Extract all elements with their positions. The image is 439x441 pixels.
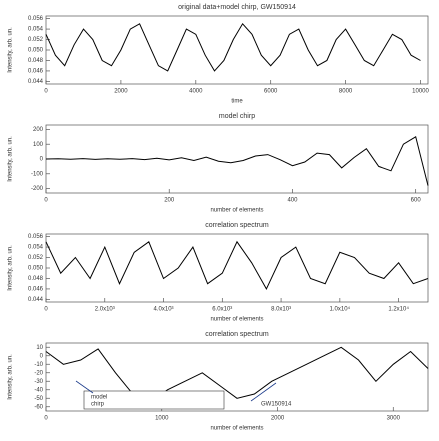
- annotation: chirp: [91, 402, 105, 408]
- panel-title: original data+model chirp, GW150914: [178, 4, 296, 11]
- y-tick-label: 0.048: [28, 58, 44, 64]
- x-tick-label: 4000: [189, 89, 203, 95]
- x-tick-label: 8.0x10³: [271, 307, 291, 313]
- y-tick-label: 200: [33, 127, 44, 133]
- y-tick-label: 100: [33, 142, 44, 148]
- panel-title: model chirp: [219, 113, 255, 120]
- y-tick-label: -200: [31, 186, 44, 192]
- panel-title: correlation spectrum: [205, 222, 269, 229]
- x-tick-label: 1.0x10⁴: [330, 306, 351, 313]
- x-tick-label: 2.0x10³: [95, 307, 115, 313]
- x-tick-label: 400: [287, 198, 298, 204]
- x-tick-label: 600: [411, 198, 422, 204]
- y-tick-label: 0.052: [28, 37, 44, 43]
- x-tick-label: 0: [44, 198, 48, 204]
- data-line: [45, 346, 429, 404]
- y-axis-label: Intensity, arb. un.: [8, 27, 14, 73]
- x-tick-label: 200: [164, 198, 175, 204]
- y-tick-label: -40: [34, 387, 43, 393]
- x-tick-label: 2000: [114, 89, 128, 95]
- y-tick-label: 0.050: [28, 48, 44, 54]
- y-tick-label: 0.052: [28, 255, 44, 261]
- plot-frame: [45, 342, 429, 412]
- y-tick-label: 0.054: [28, 245, 44, 251]
- annotation-box: [83, 390, 225, 410]
- y-axis-label: Intensity, arb. un.: [8, 354, 14, 400]
- x-tick-label: 10000: [412, 89, 429, 95]
- y-tick-label: 0.046: [28, 287, 44, 293]
- y-tick-label: -20: [34, 370, 43, 376]
- y-tick-label: -60: [34, 404, 43, 410]
- y-tick-label: 0: [40, 157, 44, 163]
- y-tick-label: -30: [34, 379, 43, 385]
- y-tick-label: 0: [40, 353, 44, 359]
- x-tick-label: 6000: [264, 89, 278, 95]
- x-tick-label: 4.0x10³: [154, 307, 174, 313]
- data-line: [45, 240, 429, 290]
- x-tick-label: 3000: [387, 416, 401, 422]
- annotation: model: [91, 395, 107, 401]
- y-tick-label: 0.056: [28, 16, 44, 22]
- y-tick-label: 0.056: [28, 234, 44, 240]
- x-tick-label: 2000: [271, 416, 285, 422]
- x-tick-label: 0: [44, 89, 48, 95]
- y-tick-label: 0.050: [28, 266, 44, 272]
- y-tick-label: 0.048: [28, 276, 44, 282]
- y-tick-label: 0.046: [28, 69, 44, 75]
- y-tick-label: 10: [36, 345, 43, 351]
- x-axis-label: number of elements: [210, 317, 263, 323]
- annotation-arrow: [75, 380, 94, 394]
- plot-frame: [45, 233, 429, 303]
- plot-frame: [45, 15, 429, 85]
- x-axis-label: number of elements: [210, 426, 263, 432]
- y-tick-label: 0.044: [28, 297, 44, 303]
- x-tick-label: 1.2x10⁴: [388, 306, 409, 313]
- y-axis-label: Intensity, arb. un.: [8, 245, 14, 291]
- x-axis-label: time: [231, 99, 243, 105]
- x-tick-label: 8000: [339, 89, 353, 95]
- y-tick-label: -50: [34, 396, 43, 402]
- x-tick-label: 1000: [155, 416, 169, 422]
- x-tick-label: 0: [44, 307, 48, 313]
- y-tick-label: -10: [34, 362, 43, 368]
- y-tick-label: 0.054: [28, 27, 44, 33]
- y-tick-label: 0.044: [28, 79, 44, 85]
- x-axis-label: number of elements: [210, 208, 263, 214]
- x-tick-label: 0: [44, 416, 48, 422]
- annotation-arrow: [250, 382, 277, 402]
- data-line: [45, 136, 429, 186]
- x-tick-label: 6.0x10³: [212, 307, 232, 313]
- panel-title: correlation spectrum: [205, 331, 269, 338]
- y-axis-label: Intensity, arb. un.: [8, 136, 14, 182]
- y-tick-label: -100: [31, 171, 44, 177]
- annotation: GW150914: [261, 402, 292, 408]
- data-line: [45, 22, 421, 72]
